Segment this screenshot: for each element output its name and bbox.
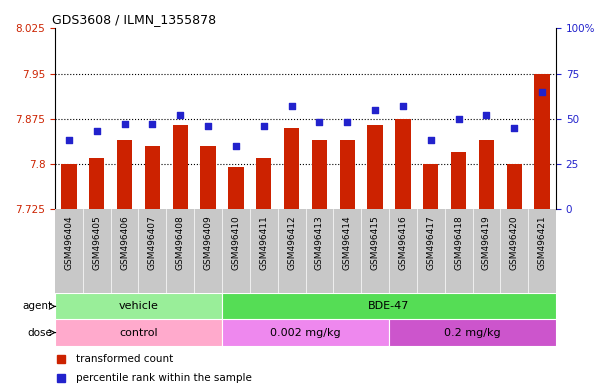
Point [537, 89, 547, 95]
Text: transformed count: transformed count [76, 354, 174, 364]
Text: GSM496409: GSM496409 [203, 216, 213, 270]
Text: GSM496406: GSM496406 [120, 216, 129, 270]
Bar [55, 319, 222, 346]
Bar [222, 319, 389, 346]
Point [231, 143, 241, 149]
Text: control: control [119, 328, 158, 338]
Text: 0.2 mg/kg: 0.2 mg/kg [444, 328, 501, 338]
Bar [395, 119, 411, 209]
Text: GSM496405: GSM496405 [92, 216, 101, 270]
Point [342, 119, 352, 125]
Point [203, 123, 213, 129]
Point [120, 121, 130, 127]
Bar [256, 158, 271, 209]
Bar [200, 146, 216, 209]
Point [481, 112, 491, 118]
Text: GSM496419: GSM496419 [482, 216, 491, 270]
Bar [451, 152, 466, 209]
Point [147, 121, 157, 127]
Point [64, 137, 74, 143]
Text: GSM496415: GSM496415 [371, 216, 379, 270]
Bar [89, 158, 104, 209]
Bar [61, 164, 76, 209]
Text: 0.002 mg/kg: 0.002 mg/kg [270, 328, 341, 338]
Point [426, 137, 436, 143]
Point [315, 119, 324, 125]
Point [175, 112, 185, 118]
Text: GSM496416: GSM496416 [398, 216, 408, 270]
Bar [535, 73, 550, 209]
Bar [55, 293, 222, 319]
Text: dose: dose [27, 328, 53, 338]
Text: BDE-47: BDE-47 [368, 301, 410, 311]
Text: GSM496412: GSM496412 [287, 216, 296, 270]
Text: vehicle: vehicle [119, 301, 158, 311]
Bar [222, 293, 556, 319]
Text: GSM496414: GSM496414 [343, 216, 352, 270]
Bar [423, 164, 439, 209]
Bar [367, 125, 382, 209]
Bar [312, 140, 327, 209]
Point [398, 103, 408, 109]
Text: GSM496418: GSM496418 [454, 216, 463, 270]
Bar [389, 319, 556, 346]
Point [510, 124, 519, 131]
Bar [284, 127, 299, 209]
Text: GSM496417: GSM496417 [426, 216, 435, 270]
Bar [145, 146, 160, 209]
Point [287, 103, 296, 109]
Point [454, 116, 464, 122]
Text: GSM496404: GSM496404 [64, 216, 73, 270]
Text: GSM496410: GSM496410 [232, 216, 240, 270]
Bar [117, 140, 132, 209]
Bar [479, 140, 494, 209]
Text: GSM496421: GSM496421 [538, 216, 547, 270]
Text: GSM496411: GSM496411 [259, 216, 268, 270]
Point [259, 123, 269, 129]
Point [370, 107, 380, 113]
Text: GSM496420: GSM496420 [510, 216, 519, 270]
Text: GSM496413: GSM496413 [315, 216, 324, 270]
Text: GSM496408: GSM496408 [176, 216, 185, 270]
Point [92, 128, 101, 134]
Bar [340, 140, 355, 209]
Text: GSM496407: GSM496407 [148, 216, 157, 270]
Bar [507, 164, 522, 209]
Text: percentile rank within the sample: percentile rank within the sample [76, 373, 252, 383]
Bar [229, 167, 244, 209]
Text: GDS3608 / ILMN_1355878: GDS3608 / ILMN_1355878 [53, 13, 217, 26]
Bar [172, 125, 188, 209]
Text: agent: agent [23, 301, 53, 311]
